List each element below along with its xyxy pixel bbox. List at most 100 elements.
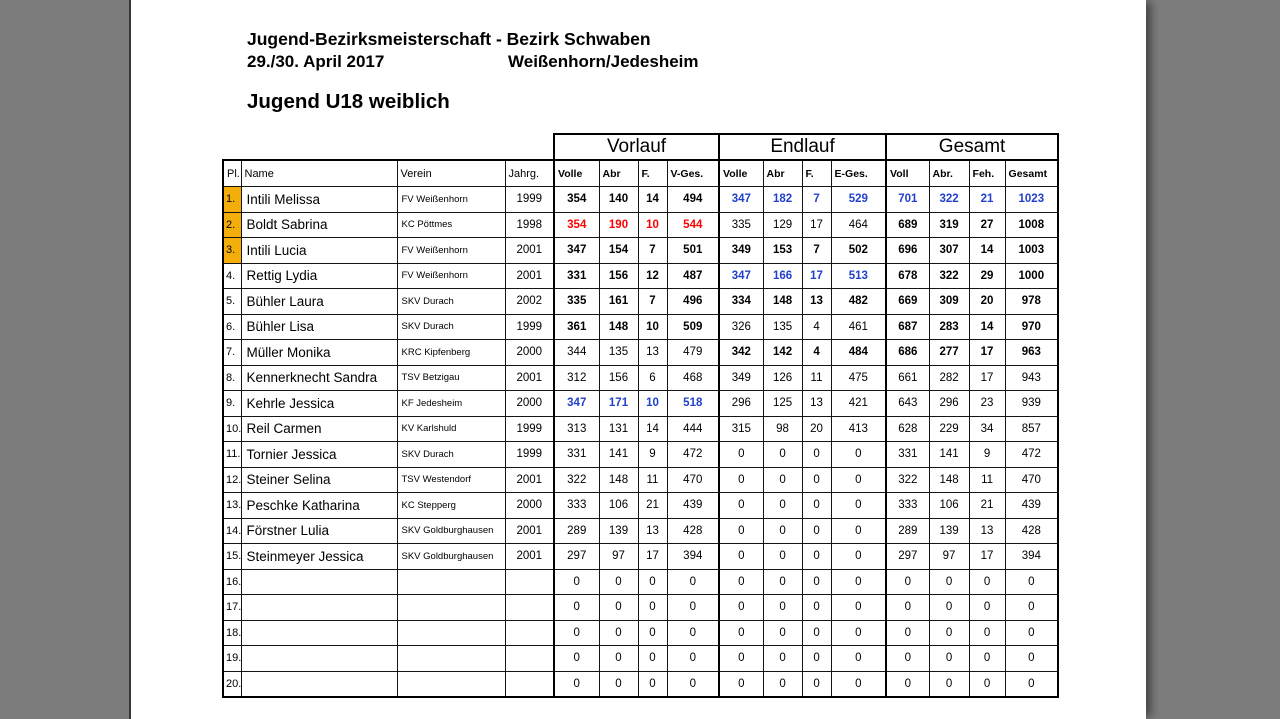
gesamt-volle-cell: 289 bbox=[885, 517, 930, 544]
endlauf-f-cell: 7 bbox=[801, 186, 832, 213]
rank-cell: 2. bbox=[222, 211, 242, 238]
name-cell: Bühler Lisa bbox=[240, 313, 398, 340]
vorlauf-volle-cell: 331 bbox=[553, 441, 600, 468]
gesamt-ges-cell: 472 bbox=[1004, 441, 1060, 468]
verein-cell: KC Stepperg bbox=[396, 492, 506, 519]
name-cell: Intili Lucia bbox=[240, 237, 398, 264]
vorlauf-abr-cell: 0 bbox=[598, 594, 639, 621]
gesamt-volle-cell: 696 bbox=[885, 237, 930, 264]
gesamt-f-cell: 0 bbox=[968, 645, 1006, 672]
gesamt-f-cell: 11 bbox=[968, 466, 1006, 493]
endlauf-abr-cell: 0 bbox=[762, 441, 803, 468]
vorlauf-ges-cell: 394 bbox=[666, 543, 720, 570]
column-header-feh: Feh. bbox=[968, 159, 1006, 187]
jahrg-cell: 2002 bbox=[504, 288, 555, 315]
vorlauf-ges-cell: 501 bbox=[666, 237, 720, 264]
jahrg-cell: 1999 bbox=[504, 313, 555, 340]
endlauf-ges-cell: 0 bbox=[830, 492, 887, 519]
vorlauf-f-cell: 11 bbox=[637, 466, 668, 493]
vorlauf-abr-cell: 141 bbox=[598, 441, 639, 468]
name-cell bbox=[240, 670, 398, 698]
rank-cell: 12. bbox=[222, 466, 242, 493]
vorlauf-volle-cell: 354 bbox=[553, 186, 600, 213]
endlauf-f-cell: 0 bbox=[801, 619, 832, 646]
jahrg-cell: 2001 bbox=[504, 237, 555, 264]
endlauf-ges-cell: 482 bbox=[830, 288, 887, 315]
endlauf-abr-cell: 0 bbox=[762, 645, 803, 672]
rank-cell: 20. bbox=[222, 670, 242, 698]
name-cell: Kennerknecht Sandra bbox=[240, 364, 398, 391]
vorlauf-volle-cell: 335 bbox=[553, 288, 600, 315]
endlauf-volle-cell: 347 bbox=[718, 186, 764, 213]
vorlauf-abr-cell: 97 bbox=[598, 543, 639, 570]
endlauf-abr-cell: 182 bbox=[762, 186, 803, 213]
table-row: 18. 0 0 0 0 0 0 0 0 0 0 0 0 bbox=[222, 619, 1060, 646]
column-header-volle: Volle bbox=[718, 159, 764, 187]
table-row: 14. Förstner Lulia SKV Goldburghausen 2001 2… bbox=[222, 517, 1060, 544]
endlauf-f-cell: 13 bbox=[801, 390, 832, 417]
gesamt-ges-cell: 1023 bbox=[1004, 186, 1060, 213]
vorlauf-ges-cell: 0 bbox=[666, 594, 720, 621]
vorlauf-f-cell: 10 bbox=[637, 313, 668, 340]
vorlauf-ges-cell: 479 bbox=[666, 339, 720, 366]
vorlauf-ges-cell: 444 bbox=[666, 415, 720, 442]
rank-cell: 3. bbox=[222, 237, 242, 264]
gesamt-volle-cell: 689 bbox=[885, 211, 930, 238]
gesamt-abr-cell: 319 bbox=[928, 211, 970, 238]
vorlauf-f-cell: 9 bbox=[637, 441, 668, 468]
vorlauf-volle-cell: 289 bbox=[553, 517, 600, 544]
verein-cell: KRC Kipfenberg bbox=[396, 339, 506, 366]
endlauf-abr-cell: 125 bbox=[762, 390, 803, 417]
endlauf-f-cell: 11 bbox=[801, 364, 832, 391]
rank-cell: 16. bbox=[222, 568, 242, 595]
gesamt-ges-cell: 1003 bbox=[1004, 237, 1060, 264]
vorlauf-ges-cell: 428 bbox=[666, 517, 720, 544]
column-header-abr: Abr bbox=[762, 159, 803, 187]
endlauf-abr-cell: 0 bbox=[762, 492, 803, 519]
endlauf-abr-cell: 0 bbox=[762, 517, 803, 544]
group-header-vorlauf: Vorlauf bbox=[552, 133, 721, 161]
table-row: 4. Rettig Lydia FV Weißenhorn 2001 331 156 12 4… bbox=[222, 262, 1060, 289]
gesamt-ges-cell: 857 bbox=[1004, 415, 1060, 442]
table-row: 6. Bühler Lisa SKV Durach 1999 361 148 10 509 32… bbox=[222, 313, 1060, 340]
name-cell: Peschke Katharina bbox=[240, 492, 398, 519]
vorlauf-f-cell: 13 bbox=[637, 339, 668, 366]
vorlauf-volle-cell: 361 bbox=[553, 313, 600, 340]
endlauf-ges-cell: 502 bbox=[830, 237, 887, 264]
table-row: 15. Steinmeyer Jessica SKV Goldburghausen 2… bbox=[222, 543, 1060, 570]
group-header-spacer bbox=[397, 134, 505, 160]
group-header-spacer bbox=[223, 134, 241, 160]
gesamt-ges-cell: 963 bbox=[1004, 339, 1060, 366]
rank-cell: 18. bbox=[222, 619, 242, 646]
vorlauf-volle-cell: 322 bbox=[553, 466, 600, 493]
name-cell bbox=[240, 568, 398, 595]
endlauf-volle-cell: 0 bbox=[718, 517, 764, 544]
gesamt-ges-cell: 978 bbox=[1004, 288, 1060, 315]
event-date: 29./30. April 2017 bbox=[247, 52, 385, 71]
name-cell: Steinmeyer Jessica bbox=[240, 543, 398, 570]
vorlauf-abr-cell: 156 bbox=[598, 262, 639, 289]
rank-cell: 19. bbox=[222, 645, 242, 672]
gesamt-abr-cell: 106 bbox=[928, 492, 970, 519]
gesamt-f-cell: 21 bbox=[968, 492, 1006, 519]
endlauf-volle-cell: 349 bbox=[718, 364, 764, 391]
endlauf-ges-cell: 0 bbox=[830, 645, 887, 672]
vorlauf-abr-cell: 0 bbox=[598, 568, 639, 595]
gesamt-volle-cell: 0 bbox=[885, 619, 930, 646]
rank-cell: 10. bbox=[222, 415, 242, 442]
column-header-eges: E-Ges. bbox=[830, 159, 887, 187]
endlauf-f-cell: 0 bbox=[801, 594, 832, 621]
endlauf-ges-cell: 0 bbox=[830, 466, 887, 493]
vorlauf-abr-cell: 0 bbox=[598, 645, 639, 672]
name-cell bbox=[240, 619, 398, 646]
endlauf-abr-cell: 98 bbox=[762, 415, 803, 442]
vorlauf-abr-cell: 139 bbox=[598, 517, 639, 544]
vorlauf-volle-cell: 347 bbox=[553, 390, 600, 417]
vorlauf-ges-cell: 0 bbox=[666, 619, 720, 646]
name-cell: Bühler Laura bbox=[240, 288, 398, 315]
vorlauf-f-cell: 0 bbox=[637, 594, 668, 621]
endlauf-volle-cell: 0 bbox=[718, 466, 764, 493]
name-cell bbox=[240, 594, 398, 621]
column-header-abr: Abr. bbox=[928, 159, 970, 187]
endlauf-f-cell: 0 bbox=[801, 645, 832, 672]
